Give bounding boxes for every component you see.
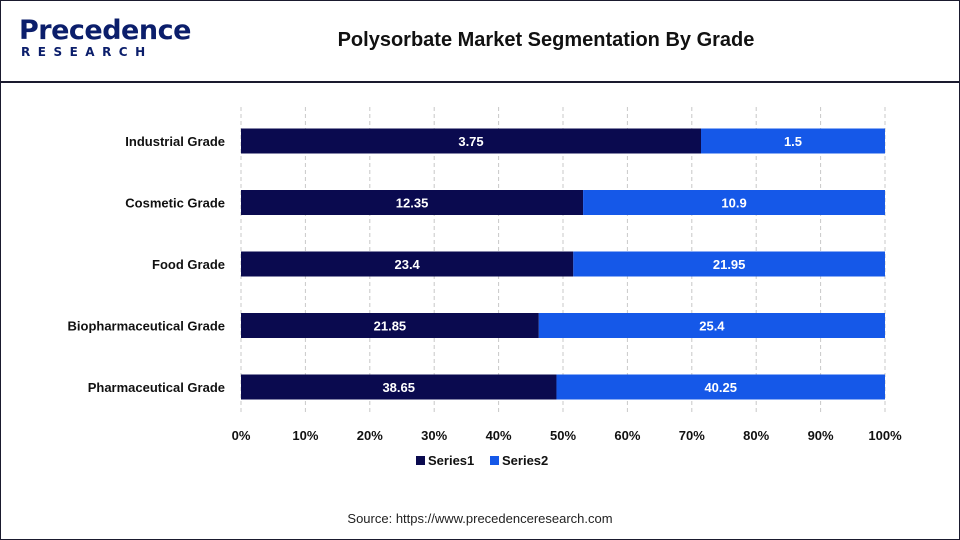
data-label-series1: 38.65 xyxy=(382,380,415,395)
brand-logo: Precedence RESEARCH xyxy=(19,15,191,60)
bar-series1 xyxy=(241,190,584,215)
category-label: Cosmetic Grade xyxy=(125,196,225,211)
data-label-series1: 12.35 xyxy=(396,196,429,211)
x-tick-label: 10% xyxy=(292,428,318,443)
x-tick-label: 80% xyxy=(743,428,769,443)
data-label-series2: 25.4 xyxy=(699,319,725,334)
category-label: Industrial Grade xyxy=(125,134,225,149)
logo-subtitle: RESEARCH xyxy=(21,45,153,59)
data-label-series2: 1.5 xyxy=(784,134,802,149)
bar-series1 xyxy=(241,374,557,400)
data-label-series1: 23.4 xyxy=(394,257,420,272)
category-label: Pharmaceutical Grade xyxy=(88,380,225,395)
legend-swatch-series2 xyxy=(490,456,499,465)
x-tick-label: 60% xyxy=(614,428,640,443)
header: Precedence RESEARCH Polysorbate Market S… xyxy=(1,1,959,83)
data-label-series1: 3.75 xyxy=(458,134,483,149)
bar-series1 xyxy=(241,313,539,338)
bar-series2 xyxy=(556,374,885,400)
category-label: Food Grade xyxy=(152,257,225,272)
x-tick-label: 0% xyxy=(232,428,251,443)
category-label: Biopharmaceutical Grade xyxy=(68,319,226,334)
bar-series2 xyxy=(573,251,885,277)
x-tick-label: 100% xyxy=(868,428,902,443)
chart-plot: 0% 10% 20% 30% 40% 50% 60% 70% 80% 90% 100% Industr… xyxy=(68,107,902,468)
source-note: Source: https://www.precedenceresearch.c… xyxy=(347,511,613,526)
x-tick-label: 90% xyxy=(808,428,834,443)
logo-wordmark: Precedence xyxy=(19,15,191,46)
x-tick-label: 40% xyxy=(486,428,512,443)
x-tick-label: 70% xyxy=(679,428,705,443)
x-tick-label: 20% xyxy=(357,428,383,443)
x-tick-label: 50% xyxy=(550,428,576,443)
chart-title: Polysorbate Market Segmentation By Grade xyxy=(337,29,755,51)
data-label-series1: 21.85 xyxy=(374,319,407,334)
data-label-series2: 10.9 xyxy=(721,196,746,211)
x-tick-label: 30% xyxy=(421,428,447,443)
legend-label-series1: Series1 xyxy=(428,453,474,468)
data-label-series2: 40.25 xyxy=(704,380,737,395)
data-label-series2: 21.95 xyxy=(713,257,746,272)
legend-label-series2: Series2 xyxy=(502,453,548,468)
bar-series2 xyxy=(538,313,885,338)
legend-swatch-series1 xyxy=(416,456,425,465)
bar-series2 xyxy=(583,190,885,215)
bar-series1 xyxy=(241,128,701,154)
bar-series2 xyxy=(701,128,885,154)
bar-series1 xyxy=(241,251,574,277)
